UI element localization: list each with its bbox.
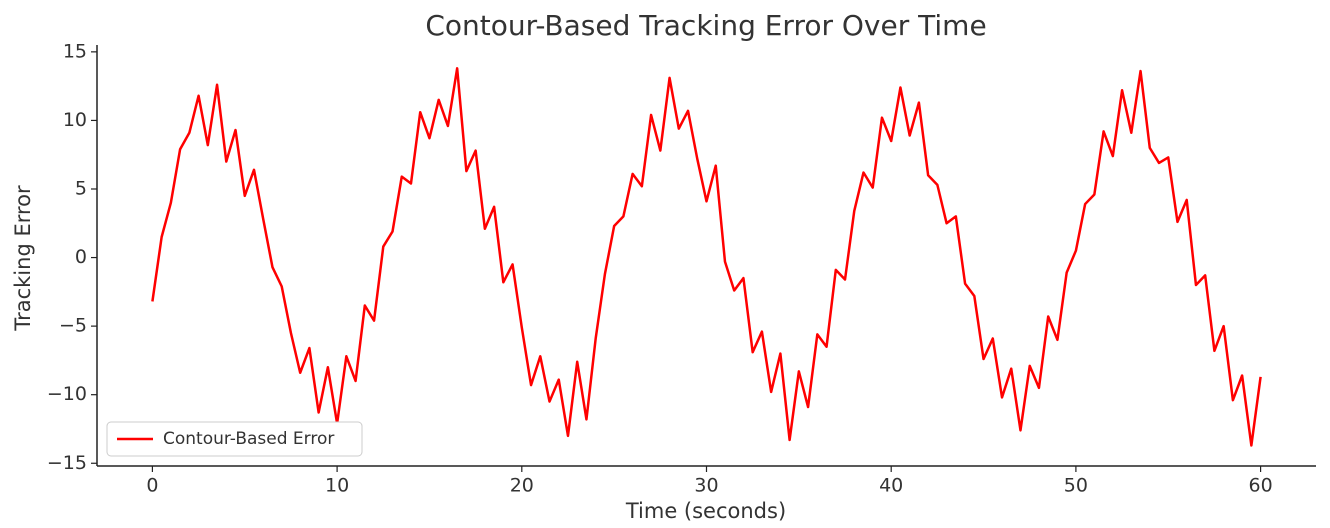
y-tick-label: −15 (47, 452, 87, 474)
x-tick-label: 40 (879, 475, 903, 497)
y-tick-label: 10 (63, 109, 87, 131)
x-tick-label: 30 (694, 475, 718, 497)
y-tick-label: −5 (59, 315, 87, 337)
legend-label: Contour-Based Error (163, 429, 334, 449)
x-tick-label: 20 (510, 475, 534, 497)
x-tick-label: 10 (325, 475, 349, 497)
y-tick-label: 0 (75, 246, 87, 268)
x-axis-label: Time (seconds) (625, 499, 786, 523)
y-tick-label: 15 (63, 40, 87, 62)
legend-box (106, 421, 363, 457)
data-line (151, 67, 1262, 447)
x-tick-label: 60 (1248, 475, 1272, 497)
x-tick-label: 0 (146, 475, 158, 497)
y-tick-label: 5 (75, 177, 87, 199)
x-tick-label: 50 (1064, 475, 1088, 497)
y-tick-label: −10 (47, 383, 87, 405)
chart-title: Contour-Based Tracking Error Over Time (425, 9, 986, 42)
y-axis-label: Tracking Error (11, 185, 35, 332)
